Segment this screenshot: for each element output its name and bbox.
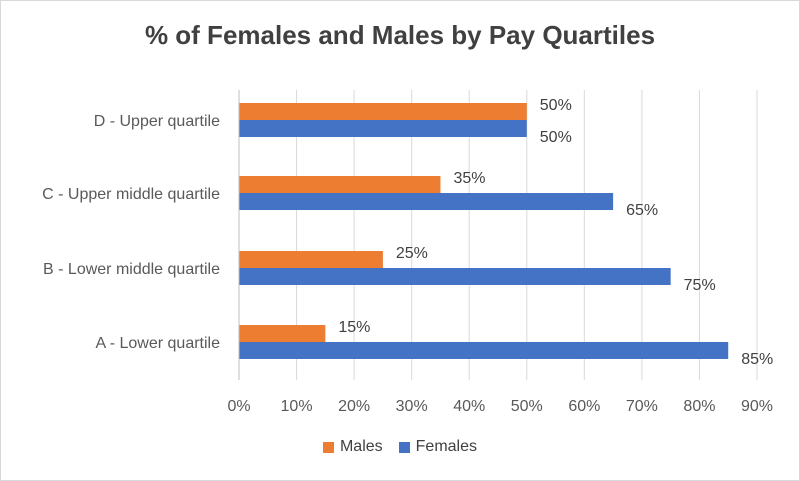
legend-swatch-females — [398, 441, 410, 453]
category-label: C - Upper middle quartile — [42, 186, 220, 203]
data-label: 50% — [540, 97, 572, 114]
category-label: D - Upper quartile — [94, 113, 220, 130]
bar-females — [239, 120, 527, 137]
legend-label-females: Females — [415, 438, 478, 455]
bar-females — [239, 193, 614, 210]
data-label: 75% — [684, 277, 716, 294]
bar-males — [239, 176, 441, 193]
x-tick-label: 70% — [626, 398, 658, 415]
bar-males — [239, 325, 326, 342]
legend-label-males: Males — [339, 438, 383, 455]
x-tick-label: 50% — [511, 398, 543, 415]
x-tick-label: 80% — [683, 398, 715, 415]
bar-females — [239, 268, 671, 285]
data-label: 65% — [626, 202, 658, 219]
chart-legend: Males Females — [0, 438, 800, 456]
x-tick-label: 0% — [227, 398, 250, 415]
legend-item-males: Males — [322, 438, 383, 456]
category-label: B - Lower middle quartile — [43, 261, 220, 278]
data-label: 85% — [741, 351, 773, 368]
legend-swatch-males — [322, 441, 334, 453]
legend-item-females: Females — [398, 438, 478, 456]
bar-females — [239, 342, 729, 359]
category-label: A - Lower quartile — [95, 335, 220, 352]
chart-title: % of Females and Males by Pay Quartiles — [144, 20, 656, 50]
x-tick-label: 40% — [453, 398, 485, 415]
x-tick-label: 90% — [741, 398, 773, 415]
x-tick-label: 60% — [568, 398, 600, 415]
data-label: 35% — [453, 170, 485, 187]
bar-males — [239, 251, 383, 268]
data-label: 15% — [338, 319, 370, 336]
data-label: 25% — [396, 245, 428, 262]
x-tick-label: 10% — [281, 398, 313, 415]
data-label: 50% — [540, 129, 572, 146]
bar-males — [239, 103, 527, 120]
x-tick-label: 30% — [396, 398, 428, 415]
x-tick-label: 20% — [338, 398, 370, 415]
